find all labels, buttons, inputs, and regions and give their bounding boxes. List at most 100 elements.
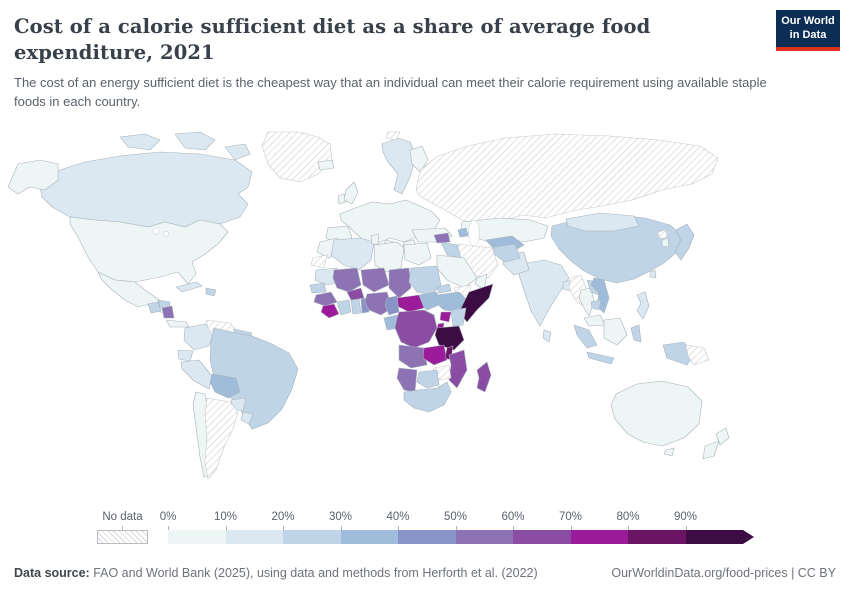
caspian-sea: [468, 219, 480, 247]
great-lake: [163, 231, 169, 237]
country-sri-lanka[interactable]: [542, 329, 552, 343]
country-china[interactable]: [550, 214, 683, 284]
country-angola[interactable]: [398, 344, 428, 369]
country-eritrea[interactable]: [436, 283, 452, 294]
country-mali[interactable]: [332, 267, 362, 293]
country-burkina-faso[interactable]: [346, 287, 365, 301]
country-canada[interactable]: [39, 151, 253, 228]
country-sudan[interactable]: [408, 265, 442, 296]
country-cuba[interactable]: [175, 281, 203, 293]
country-ecuador[interactable]: [177, 349, 194, 362]
country-western-sahara[interactable]: [310, 254, 328, 269]
country-australia[interactable]: [610, 380, 703, 447]
country-finland[interactable]: [409, 145, 429, 173]
country-libya[interactable]: [373, 241, 405, 273]
legend-bar: [168, 530, 768, 544]
country-mozambique[interactable]: [448, 349, 468, 389]
country-brazil[interactable]: [209, 327, 299, 430]
legend-bin-9[interactable]: [685, 530, 743, 544]
legend-bin-6[interactable]: [513, 530, 571, 544]
country-vietnam[interactable]: [590, 277, 610, 314]
country-tasmania[interactable]: [663, 447, 675, 457]
country-azerbaijan[interactable]: [457, 227, 469, 238]
country-ireland[interactable]: [337, 193, 347, 205]
country-syria[interactable]: [433, 232, 451, 244]
country-botswana[interactable]: [416, 369, 440, 389]
country-tanzania[interactable]: [434, 325, 465, 351]
country-kenya[interactable]: [450, 307, 467, 327]
owid-logo-line2: in Data: [789, 28, 827, 41]
legend-no-data-swatch[interactable]: [97, 530, 148, 544]
country-south-korea[interactable]: [661, 237, 670, 248]
country-ghana[interactable]: [350, 298, 362, 315]
country-india[interactable]: [518, 259, 570, 327]
country-madagascar[interactable]: [476, 361, 492, 393]
country-cambodia[interactable]: [590, 299, 602, 311]
country-south-africa[interactable]: [403, 381, 452, 413]
country-senegal[interactable]: [309, 282, 327, 294]
country-papua-new-guinea[interactable]: [685, 344, 710, 366]
country-namibia[interactable]: [396, 367, 418, 393]
country-colombia[interactable]: [183, 323, 215, 351]
legend-tick-label: 10%: [213, 511, 238, 523]
country-nigeria[interactable]: [364, 291, 393, 316]
country-chad[interactable]: [388, 267, 412, 299]
country-ivory-coast[interactable]: [336, 299, 352, 316]
country-japan[interactable]: [674, 223, 695, 261]
country-iceland[interactable]: [317, 159, 335, 171]
country-alaska[interactable]: [7, 159, 59, 195]
country-malaysia[interactable]: [583, 314, 606, 327]
country-guinea[interactable]: [313, 291, 338, 307]
country-java[interactable]: [586, 351, 615, 365]
country-guatemala[interactable]: [147, 301, 162, 314]
legend-bin-5[interactable]: [455, 530, 513, 544]
country-uruguay[interactable]: [240, 411, 254, 425]
country-uk[interactable]: [343, 181, 359, 205]
country-borneo[interactable]: [603, 317, 628, 346]
legend-bin-2[interactable]: [283, 530, 341, 544]
country-new-zealand-south[interactable]: [702, 440, 720, 460]
country-taiwan[interactable]: [649, 269, 657, 279]
country-sierra-leone-liberia[interactable]: [320, 303, 340, 319]
legend: No data 0% 10% 20% 30% 40% 50% 60% 70% 80% 90%: [0, 511, 850, 551]
legend-bin-0[interactable]: [168, 530, 226, 544]
country-hispaniola[interactable]: [205, 287, 217, 297]
country-north-korea[interactable]: [657, 229, 668, 239]
country-zambia[interactable]: [422, 344, 448, 366]
country-svalbard[interactable]: [385, 131, 401, 141]
country-canada-arctic[interactable]: [119, 133, 161, 151]
country-sumatra[interactable]: [573, 324, 598, 349]
country-cameroon[interactable]: [384, 295, 400, 316]
country-peru[interactable]: [180, 359, 213, 390]
country-niger[interactable]: [360, 267, 390, 293]
footer-links[interactable]: OurWorldinData.org/food-prices | CC BY: [611, 566, 836, 580]
legend-bin-8[interactable]: [628, 530, 686, 544]
country-usa[interactable]: [69, 216, 229, 285]
legend-bin-4[interactable]: [398, 530, 456, 544]
country-greenland[interactable]: [261, 131, 333, 183]
country-mongolia[interactable]: [565, 212, 640, 232]
country-drc[interactable]: [394, 309, 438, 349]
country-philippines[interactable]: [636, 291, 650, 320]
country-nicaragua[interactable]: [161, 305, 175, 319]
legend-bin-1[interactable]: [225, 530, 283, 544]
country-afghanistan[interactable]: [493, 243, 521, 263]
country-uganda[interactable]: [439, 311, 452, 323]
country-egypt[interactable]: [403, 242, 432, 266]
country-central-african-republic[interactable]: [396, 294, 425, 313]
country-norway-sweden[interactable]: [381, 137, 417, 195]
legend-bin-3[interactable]: [340, 530, 398, 544]
country-canada-arctic[interactable]: [174, 131, 216, 151]
country-algeria[interactable]: [330, 237, 375, 271]
footer: Data source: FAO and World Bank (2025), …: [14, 566, 836, 580]
owid-logo[interactable]: Our World in Data: [776, 10, 840, 51]
legend-bin-7[interactable]: [570, 530, 628, 544]
country-russia[interactable]: [415, 133, 719, 226]
country-bolivia[interactable]: [209, 373, 241, 399]
country-costa-rica-panama[interactable]: [165, 319, 190, 328]
country-tunisia[interactable]: [370, 233, 380, 245]
country-canada-arctic[interactable]: [224, 143, 251, 161]
legend-tick-labels: 0% 10% 20% 30% 40% 50% 60% 70% 80% 90%: [160, 511, 768, 526]
country-argentina[interactable]: [204, 397, 239, 480]
country-sulawesi[interactable]: [630, 324, 642, 343]
